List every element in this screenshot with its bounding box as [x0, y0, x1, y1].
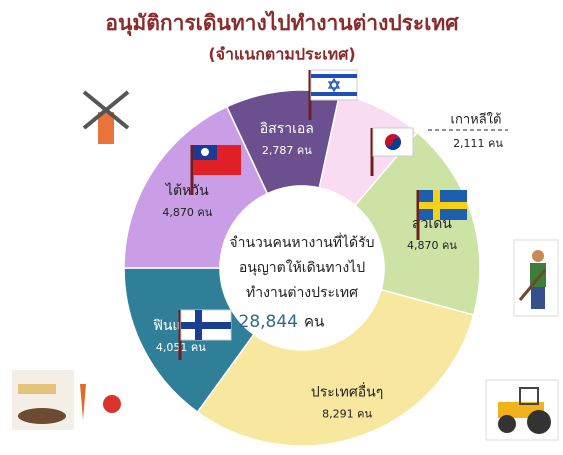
donut-segment — [196, 288, 475, 447]
center-text: จำนวนคนหางานที่ได้รับ — [229, 233, 374, 251]
center-unit: คน — [304, 313, 324, 331]
decorations — [12, 69, 559, 441]
chart-subtitle: (จำแนกตามประเทศ) — [208, 45, 355, 64]
center-text: ทำงานต่างประเทศ — [246, 285, 358, 301]
flag-korea — [370, 127, 414, 176]
flag-sweden — [416, 190, 467, 240]
center-label: จำนวนคนหางานที่ได้รับ อนุญาตให้เดินทางไป… — [229, 233, 374, 332]
value-label: 2,111 คน — [453, 137, 503, 150]
segment-label: เกาหลีใต้ — [451, 112, 502, 128]
donut-hole — [221, 187, 383, 349]
segment-label: อิสราเอล — [260, 121, 314, 137]
value-label: 8,291 คน — [322, 407, 372, 420]
vegetables-icon — [12, 370, 121, 430]
value-label: 4,870 คน — [407, 239, 457, 252]
segment-label: ประเทศอื่นๆ — [311, 382, 383, 400]
flag-taiwan — [190, 145, 241, 195]
center-total: 28,844 — [239, 312, 298, 332]
center-text: อนุญาตให้เดินทางไป — [239, 259, 365, 276]
value-label: 4,870 คน — [162, 206, 212, 219]
flag-finland — [178, 309, 232, 360]
segment-label: ไต้หวัน — [165, 182, 209, 199]
tractor-icon — [485, 379, 559, 441]
farmer-icon — [513, 239, 559, 317]
chart-title: อนุมัติการเดินทางไปทำงานต่างประเทศ — [105, 10, 459, 37]
value-label: 2,787 คน — [262, 144, 312, 157]
flag-israel — [308, 69, 358, 120]
windmill-icon — [82, 90, 130, 144]
